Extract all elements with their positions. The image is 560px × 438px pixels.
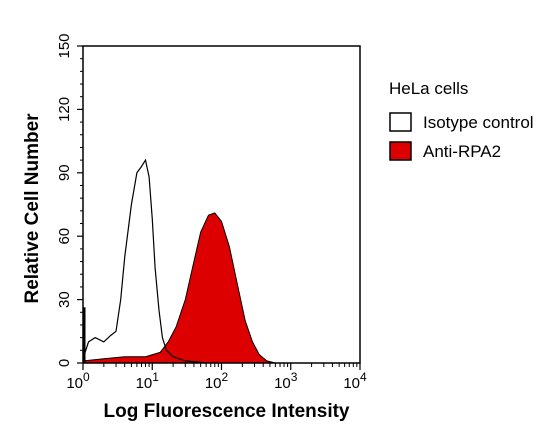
y-tick-label: 30 xyxy=(56,291,73,308)
legend-swatch xyxy=(389,141,412,161)
series-isotype-control-line xyxy=(82,158,207,364)
series-anti-rpa2-area xyxy=(82,212,276,364)
x-tick-label: 104 xyxy=(343,370,367,392)
x-tick-label: 100 xyxy=(66,370,90,392)
y-tick-label: 150 xyxy=(56,33,73,58)
axes-layer: 100 101 102 103 104 0 30 60 90 120 150 Log Fluoresc… xyxy=(22,33,367,422)
y-axis-title: Relative Cell Number xyxy=(22,113,43,304)
x-tick-label: 102 xyxy=(205,370,229,392)
plot-layer xyxy=(82,158,276,364)
y-tick-label: 120 xyxy=(56,97,73,122)
legend-title: HeLa cells xyxy=(389,79,468,98)
legend: HeLa cells Isotype control Anti-RPA2 xyxy=(389,79,534,161)
x-tick-label: 101 xyxy=(136,370,160,392)
x-axis-title: Log Fluorescence Intensity xyxy=(104,401,350,422)
legend-label: Isotype control xyxy=(423,113,534,132)
y-tick-label: 90 xyxy=(56,164,73,181)
y-tick-label: 60 xyxy=(56,228,73,245)
y-tick-label: 0 xyxy=(56,359,73,367)
legend-label: Anti-RPA2 xyxy=(423,142,501,161)
x-tick-label: 103 xyxy=(274,370,298,392)
legend-swatch xyxy=(389,112,412,132)
